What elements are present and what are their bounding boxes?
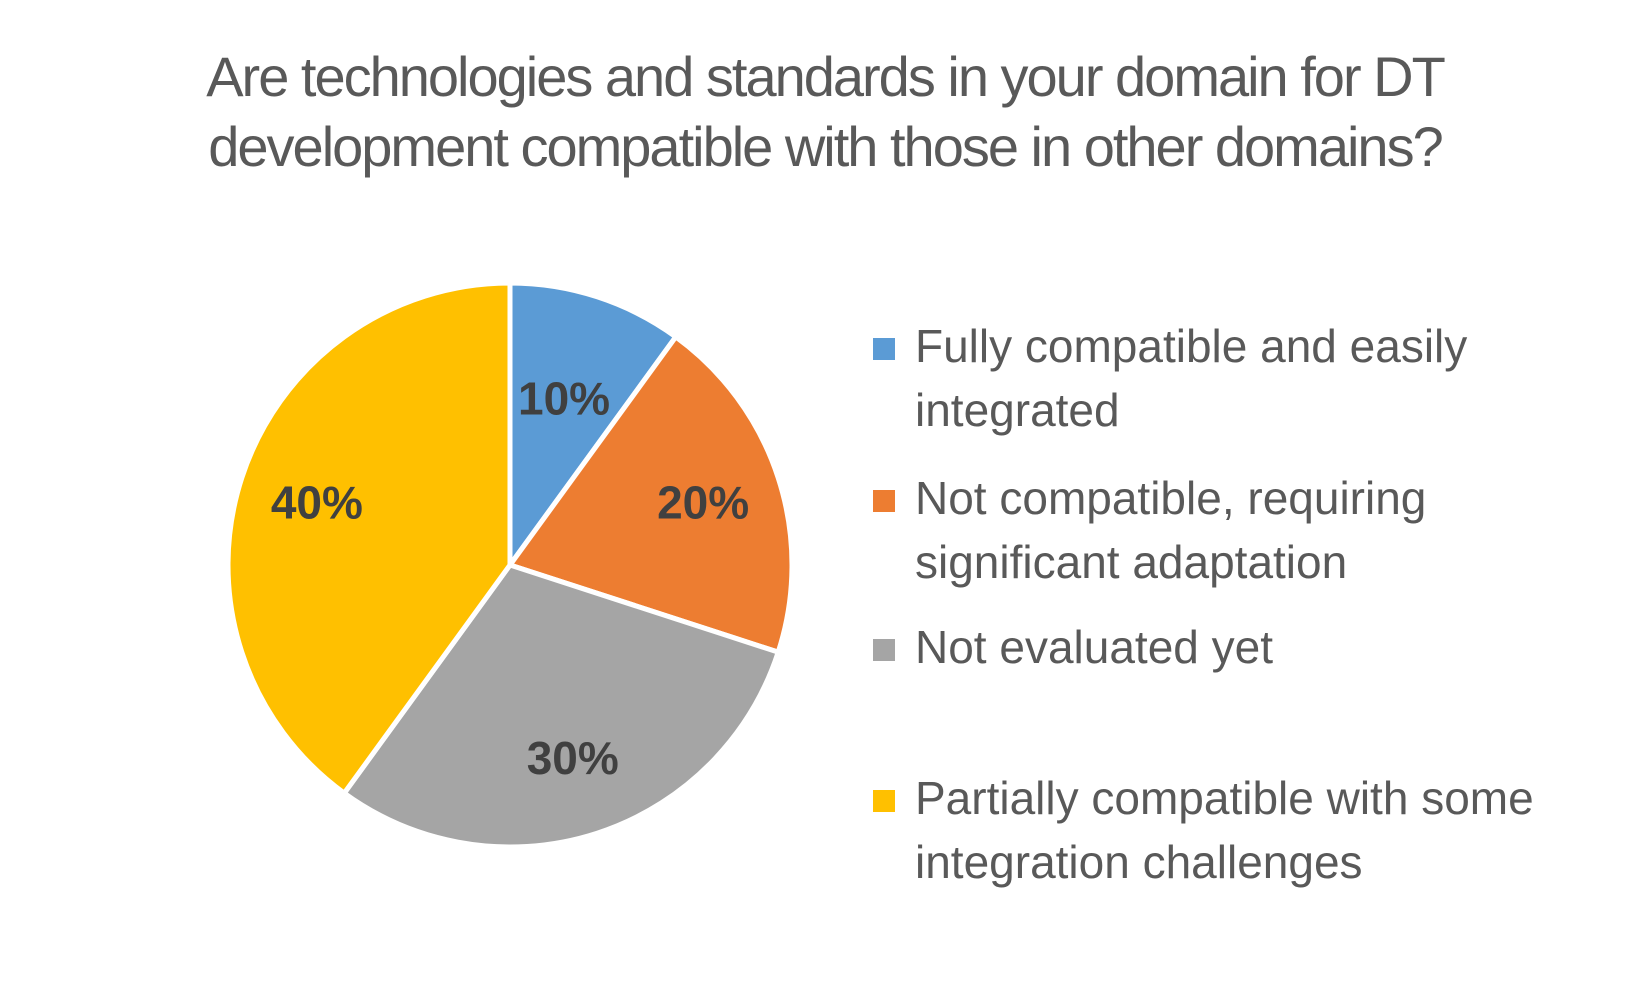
legend-label: Fully compatible and easily integrated [915,320,1468,436]
legend: Fully compatible and easily integrated N… [873,0,1633,991]
data-label-not-evaluated: 30% [527,732,619,784]
legend-swatch [873,490,895,512]
legend-item-partially-compatible: Partially compatible with some integrati… [873,766,1615,894]
legend-swatch [873,639,895,661]
pie-slice-not-compatible [507,334,795,655]
pie-slice-fully-compatible [507,280,679,568]
pie-slice-partially-compatible [225,280,513,796]
legend-label: Not evaluated yet [915,621,1274,673]
data-label-partially-compatible: 40% [271,476,363,528]
legend-label: Partially compatible with some integrati… [915,772,1534,888]
chart-title-line-2: development compatible with those in oth… [208,115,1443,178]
data-label-not-compatible: 20% [657,476,749,528]
legend-swatch [873,338,895,360]
legend-item-not-evaluated: Not evaluated yet [873,615,1615,679]
data-label-fully-compatible: 10% [518,373,610,425]
chart-title: Are technologies and standards in your d… [0,42,1650,182]
legend-item-not-compatible: Not compatible, requiring significant ad… [873,466,1615,594]
pie-slice-not-evaluated [341,562,781,850]
legend-swatch [873,790,895,812]
legend-item-fully-compatible: Fully compatible and easily integrated [873,314,1615,442]
legend-label: Not compatible, requiring significant ad… [915,472,1427,588]
chart-title-line-1: Are technologies and standards in your d… [206,45,1446,108]
